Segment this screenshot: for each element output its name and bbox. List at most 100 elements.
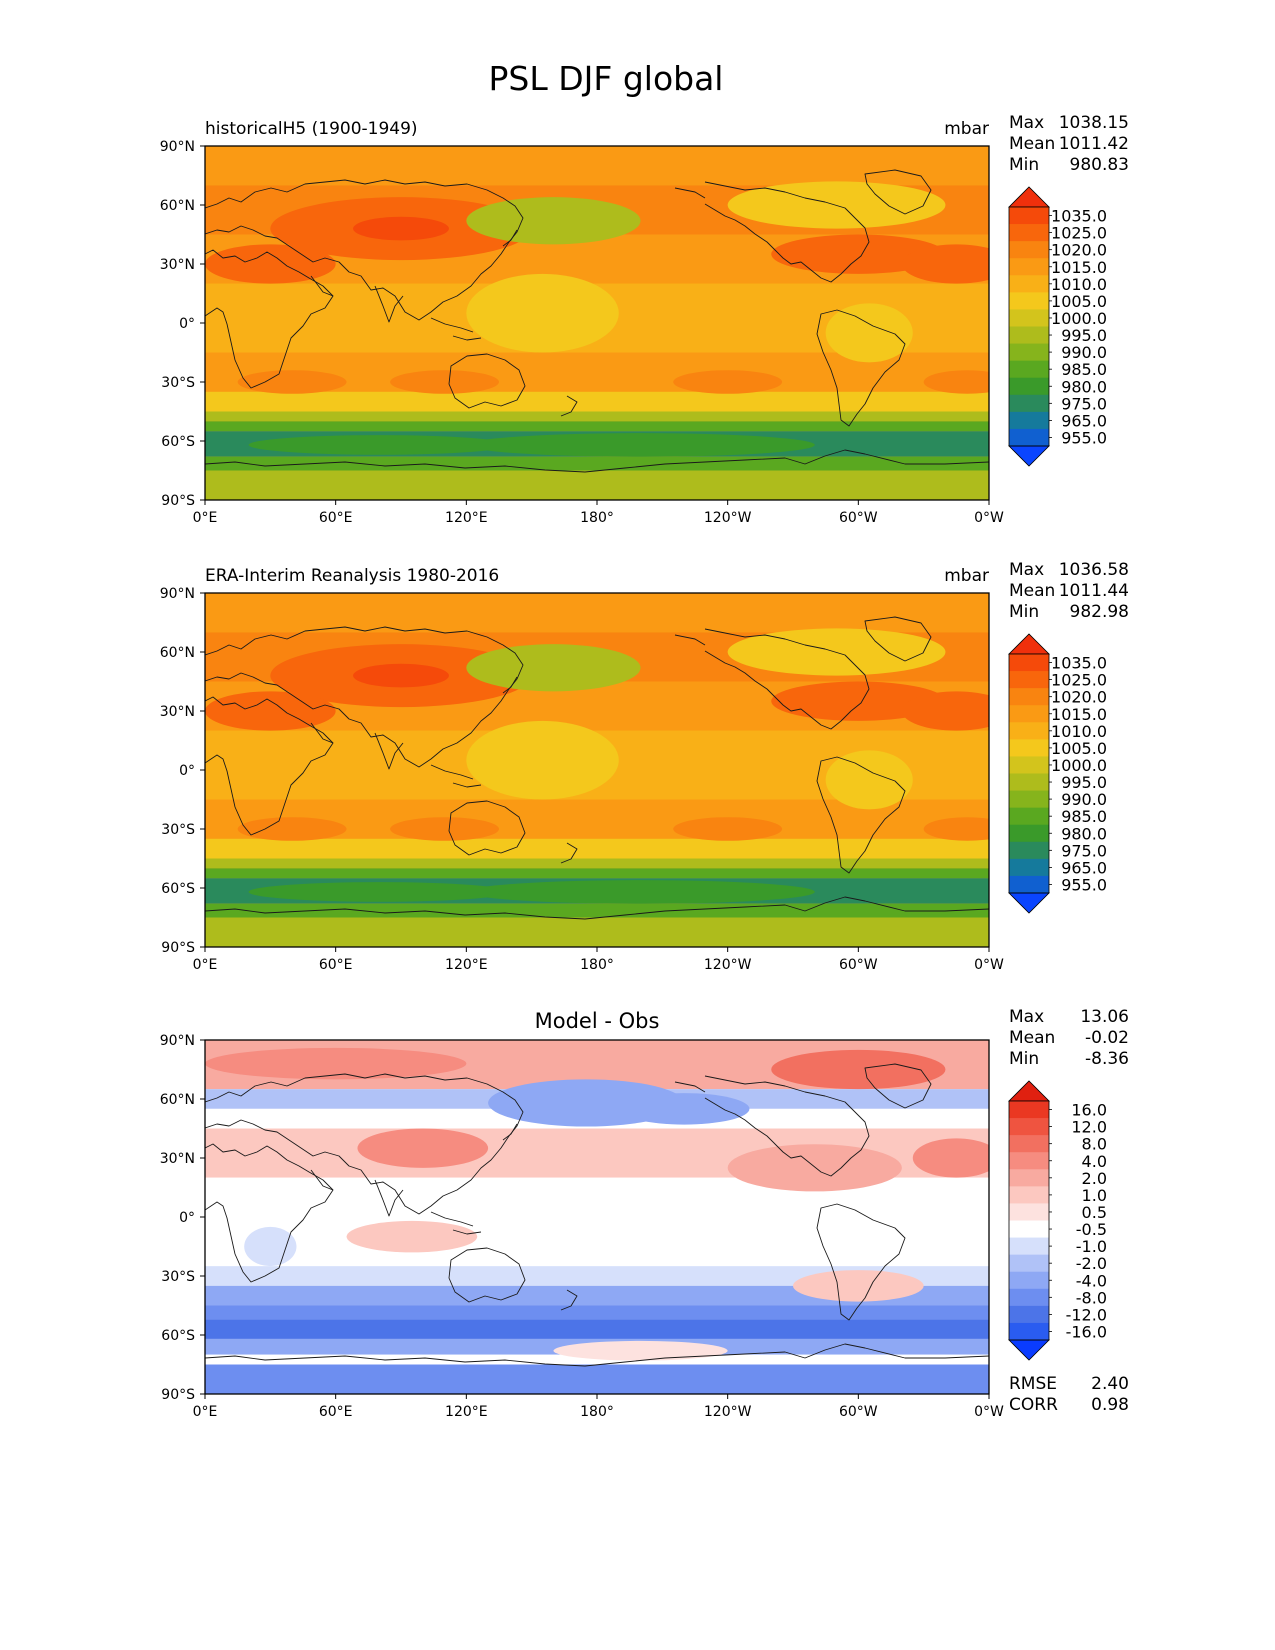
pressure-cell — [248, 882, 510, 902]
colorbar-swatch — [1009, 326, 1049, 345]
colorbar-swatch — [1009, 1152, 1049, 1170]
colorbar-frame — [1008, 1100, 1050, 1341]
colorbar-extend-max — [1008, 633, 1050, 655]
colorbar-swatch — [1009, 654, 1049, 672]
stat-value: 1038.15 — [1059, 113, 1129, 133]
colorbar-label: 965.0 — [1061, 411, 1107, 430]
y-tick-label: 90°N — [160, 1033, 195, 1049]
figure-title: PSL DJF global — [489, 59, 724, 98]
colorbar-swatch — [1009, 875, 1049, 894]
stat-value: -8.36 — [1085, 1049, 1129, 1069]
pressure-cell — [901, 691, 989, 731]
x-tick-label: 60°W — [839, 510, 878, 526]
stat-label: RMSE — [1009, 1374, 1057, 1394]
pressure-cell — [771, 234, 946, 274]
colorbar-label: 995.0 — [1061, 326, 1107, 345]
colorbar-swatch — [1009, 1271, 1049, 1290]
colorbar-swatch — [1009, 1254, 1049, 1273]
difference-cell — [771, 1049, 946, 1090]
y-tick-label: 60°N — [160, 198, 195, 214]
pressure-cell — [466, 644, 641, 692]
pressure-band — [205, 391, 989, 412]
stat-value: 980.83 — [1070, 155, 1129, 175]
x-tick-label: 0°W — [974, 1404, 1004, 1420]
colorbar-swatch — [1009, 411, 1049, 430]
pressure-cell — [390, 817, 499, 841]
panel-title: ERA-Interim Reanalysis 1980-2016 — [205, 566, 499, 586]
y-tick-label: 60°N — [160, 1092, 195, 1108]
pressure-field — [205, 593, 989, 947]
colorbar-swatch — [1009, 773, 1049, 792]
colorbar-label: -2.0 — [1076, 1254, 1107, 1273]
colorbar-label: 955.0 — [1061, 428, 1107, 447]
y-tick-label: 0° — [179, 316, 195, 332]
pressure-cell — [466, 880, 815, 904]
units-label: mbar — [944, 119, 989, 139]
pressure-band — [205, 593, 989, 633]
pressure-cell — [771, 681, 946, 721]
colorbar-label: 980.0 — [1061, 377, 1107, 396]
colorbar-label: 985.0 — [1061, 807, 1107, 826]
colorbar: 1035.01025.01020.01015.01010.01005.01000… — [1008, 186, 1107, 467]
pressure-cell — [205, 244, 336, 284]
pressure-field — [205, 146, 989, 500]
x-tick-label: 120°E — [445, 510, 488, 526]
pressure-cell — [466, 197, 641, 245]
colorbar-label: 1005.0 — [1051, 739, 1107, 758]
colorbar-swatch — [1009, 241, 1049, 259]
colorbar-swatch — [1009, 377, 1049, 396]
colorbar-swatch — [1009, 739, 1049, 757]
y-tick-label: 90°N — [160, 139, 195, 155]
y-tick-label: 30°S — [161, 1269, 195, 1285]
difference-cell — [618, 1093, 750, 1125]
colorbar-label: 1015.0 — [1051, 258, 1107, 277]
pressure-cell — [466, 273, 619, 353]
x-tick-label: 120°W — [704, 957, 752, 973]
colorbar-swatch — [1009, 705, 1049, 723]
colorbar-label: 1035.0 — [1051, 654, 1107, 673]
colorbar-swatch — [1009, 790, 1049, 809]
y-tick-label: 60°S — [161, 1328, 195, 1344]
colorbar-swatch — [1009, 309, 1049, 327]
pressure-cell — [248, 435, 510, 455]
colorbar-swatch — [1009, 1135, 1049, 1153]
x-tick-label: 60°E — [319, 510, 353, 526]
stat-value: 982.98 — [1070, 602, 1129, 622]
colorbar-swatch — [1009, 1203, 1049, 1221]
colorbar-swatch — [1009, 258, 1049, 276]
y-tick-label: 30°S — [161, 822, 195, 838]
difference-cell — [205, 1047, 467, 1080]
colorbar-label: -12.0 — [1066, 1305, 1107, 1324]
x-tick-label: 0°W — [974, 957, 1004, 973]
stat-value: -0.02 — [1085, 1028, 1129, 1048]
colorbar-label: 955.0 — [1061, 875, 1107, 894]
stat-label: Max — [1009, 113, 1044, 133]
colorbar-frame — [1008, 206, 1050, 447]
difference-cell — [346, 1220, 478, 1253]
x-tick-label: 180° — [580, 957, 614, 973]
x-tick-label: 60°W — [839, 1404, 878, 1420]
pressure-band — [205, 421, 989, 432]
difference-cell — [793, 1270, 924, 1302]
y-tick-label: 30°N — [160, 257, 195, 273]
pressure-cell — [205, 691, 336, 731]
colorbar-swatch — [1009, 343, 1049, 362]
map-panel-diff: Model - Obs 90°N 60°N 30°N 0° 30°S 60°S 90°S0°E… — [160, 1007, 1129, 1420]
stat-label: CORR — [1009, 1395, 1058, 1415]
colorbar-label: -0.5 — [1076, 1220, 1107, 1239]
stat-value: 0.98 — [1091, 1395, 1129, 1415]
colorbar-label: 0.5 — [1082, 1203, 1107, 1222]
colorbar-extend-min — [1008, 445, 1050, 467]
pressure-cell — [923, 370, 989, 394]
x-tick-label: 0°W — [974, 510, 1004, 526]
stat-value: 2.40 — [1091, 1374, 1129, 1394]
x-tick-label: 60°E — [319, 1404, 353, 1420]
difference-band — [205, 1285, 989, 1306]
pressure-band — [205, 470, 989, 500]
y-tick-label: 0° — [179, 1210, 195, 1226]
pressure-band — [205, 838, 989, 859]
colorbar-swatch — [1009, 756, 1049, 774]
colorbar-swatch — [1009, 1169, 1049, 1187]
y-tick-label: 0° — [179, 763, 195, 779]
